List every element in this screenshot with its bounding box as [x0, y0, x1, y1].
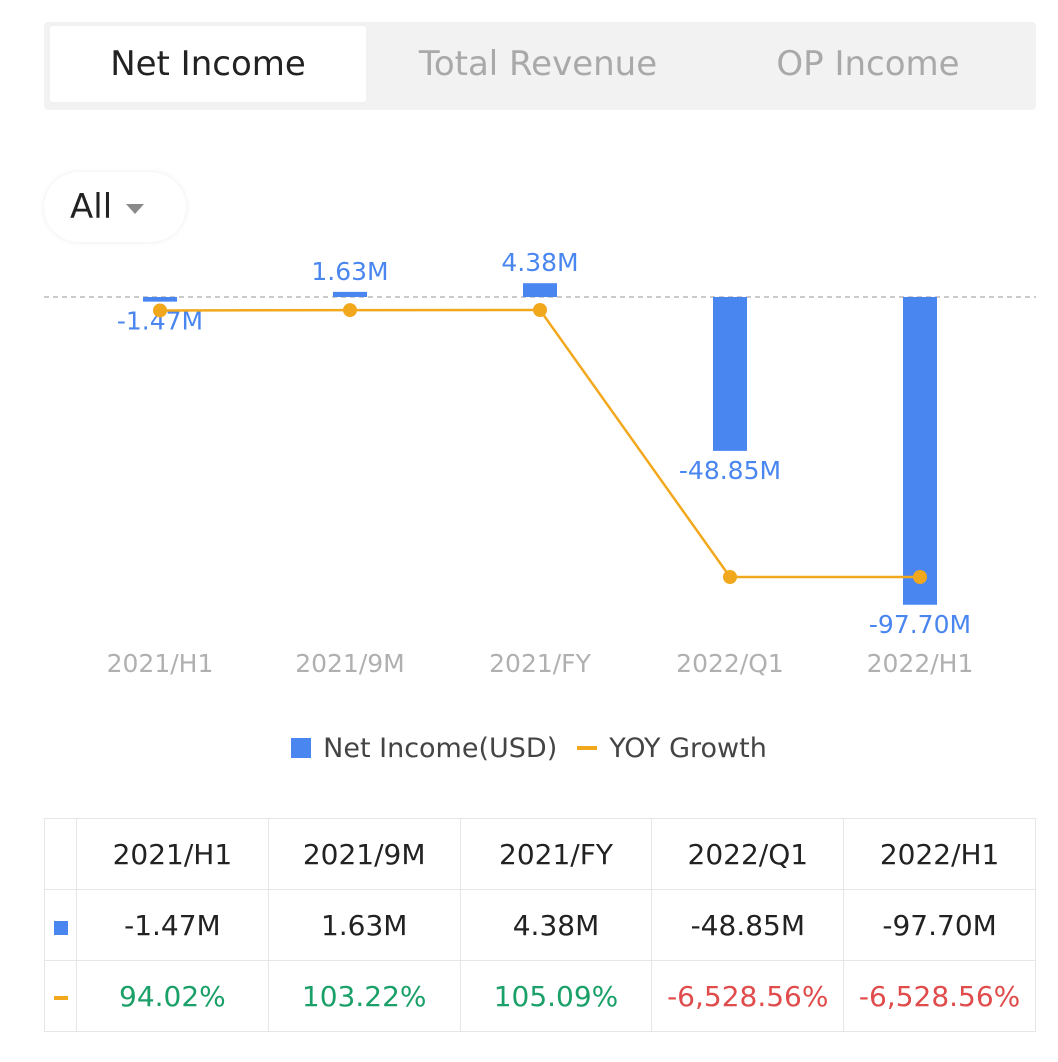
- table-header-cell: 2021/FY: [459, 818, 653, 890]
- yoy-growth-line: [159, 308, 920, 579]
- yoy-point-2022/H1: [913, 570, 927, 584]
- bar-label-2022/Q1: -48.85M: [679, 456, 781, 485]
- legend-line-swatch: [577, 746, 598, 750]
- table-cell: -6,528.56%: [843, 960, 1036, 1032]
- bar-marker-icon: [53, 920, 68, 935]
- caret-down-icon: [126, 204, 145, 214]
- tab-net-income[interactable]: Net Income: [50, 26, 366, 102]
- legend-bar-swatch: [291, 738, 312, 758]
- table-cell: -97.70M: [843, 889, 1036, 961]
- bar-label-2022/H1: -97.70M: [869, 610, 971, 639]
- bar-2021/9M: [333, 291, 367, 297]
- table-cell: 103.22%: [267, 960, 461, 1032]
- table-header-cell: 2021/9M: [267, 818, 461, 890]
- table-cell: -1.47M: [76, 889, 269, 961]
- table-corner-cell: [44, 818, 77, 890]
- bar-label-2021/9M: 1.63M: [311, 257, 388, 286]
- yoy-marker-cell: [44, 960, 77, 1032]
- legend-item-net-income[interactable]: Net Income(USD): [291, 733, 557, 764]
- tab-total-revenue[interactable]: Total Revenue: [418, 44, 658, 84]
- table-cell: -6,528.56%: [651, 960, 845, 1032]
- table-header-cell: 2021/H1: [76, 818, 269, 890]
- legend-item-yoy-growth[interactable]: YOY Growth: [577, 733, 767, 764]
- table-cell: 4.38M: [459, 889, 653, 961]
- table-header-row: 2021/H1 2021/9M 2021/FY 2022/Q1 2022/H1: [44, 818, 1036, 890]
- x-tick-label: 2022/Q1: [676, 649, 784, 678]
- table-cell: 105.09%: [459, 960, 653, 1032]
- tab-op-income[interactable]: OP Income: [776, 44, 960, 84]
- table-header-cell: 2022/Q1: [651, 818, 845, 890]
- table-row-net-income: -1.47M 1.63M 4.38M -48.85M -97.70M: [44, 889, 1036, 961]
- yoy-point-2021/9M: [343, 303, 357, 318]
- metric-tabs: Net Income Total Revenue OP Income: [44, 22, 1036, 110]
- yoy-point-2022/Q1: [723, 570, 737, 584]
- yoy-point-2021/H1: [153, 303, 167, 318]
- table-header-cell: 2022/H1: [843, 818, 1036, 890]
- bar-2022/H1: [903, 297, 937, 605]
- bar-label-2021/FY: 4.38M: [501, 248, 578, 277]
- data-table: 2021/H1 2021/9M 2021/FY 2022/Q1 2022/H1 …: [44, 818, 1036, 1032]
- yoy-point-2021/FY: [533, 303, 547, 317]
- chart-legend: Net Income(USD) YOY Growth: [0, 728, 1058, 768]
- table-cell: 1.63M: [267, 889, 461, 961]
- bar-2022/Q1: [713, 297, 747, 451]
- legend-label-yoy-growth: YOY Growth: [609, 732, 767, 764]
- bar-2021/H1: [143, 297, 177, 302]
- table-cell: 94.02%: [76, 960, 269, 1032]
- period-filter-label: All: [70, 187, 113, 227]
- table-row-yoy-growth: 94.02% 103.22% 105.09% -6,528.56% -6,528…: [44, 960, 1036, 1032]
- period-filter-dropdown[interactable]: All: [44, 172, 186, 242]
- net-income-marker-cell: [44, 889, 77, 961]
- legend-label-net-income: Net Income(USD): [323, 732, 558, 764]
- x-tick-label: 2021/FY: [489, 649, 591, 678]
- x-tick-label: 2022/H1: [867, 649, 974, 678]
- line-marker-icon: [53, 995, 68, 1000]
- table-cell: -48.85M: [651, 889, 845, 961]
- x-tick-label: 2021/9M: [295, 649, 405, 678]
- x-tick-label: 2021/H1: [107, 649, 214, 678]
- bar-2021/FY: [523, 283, 557, 297]
